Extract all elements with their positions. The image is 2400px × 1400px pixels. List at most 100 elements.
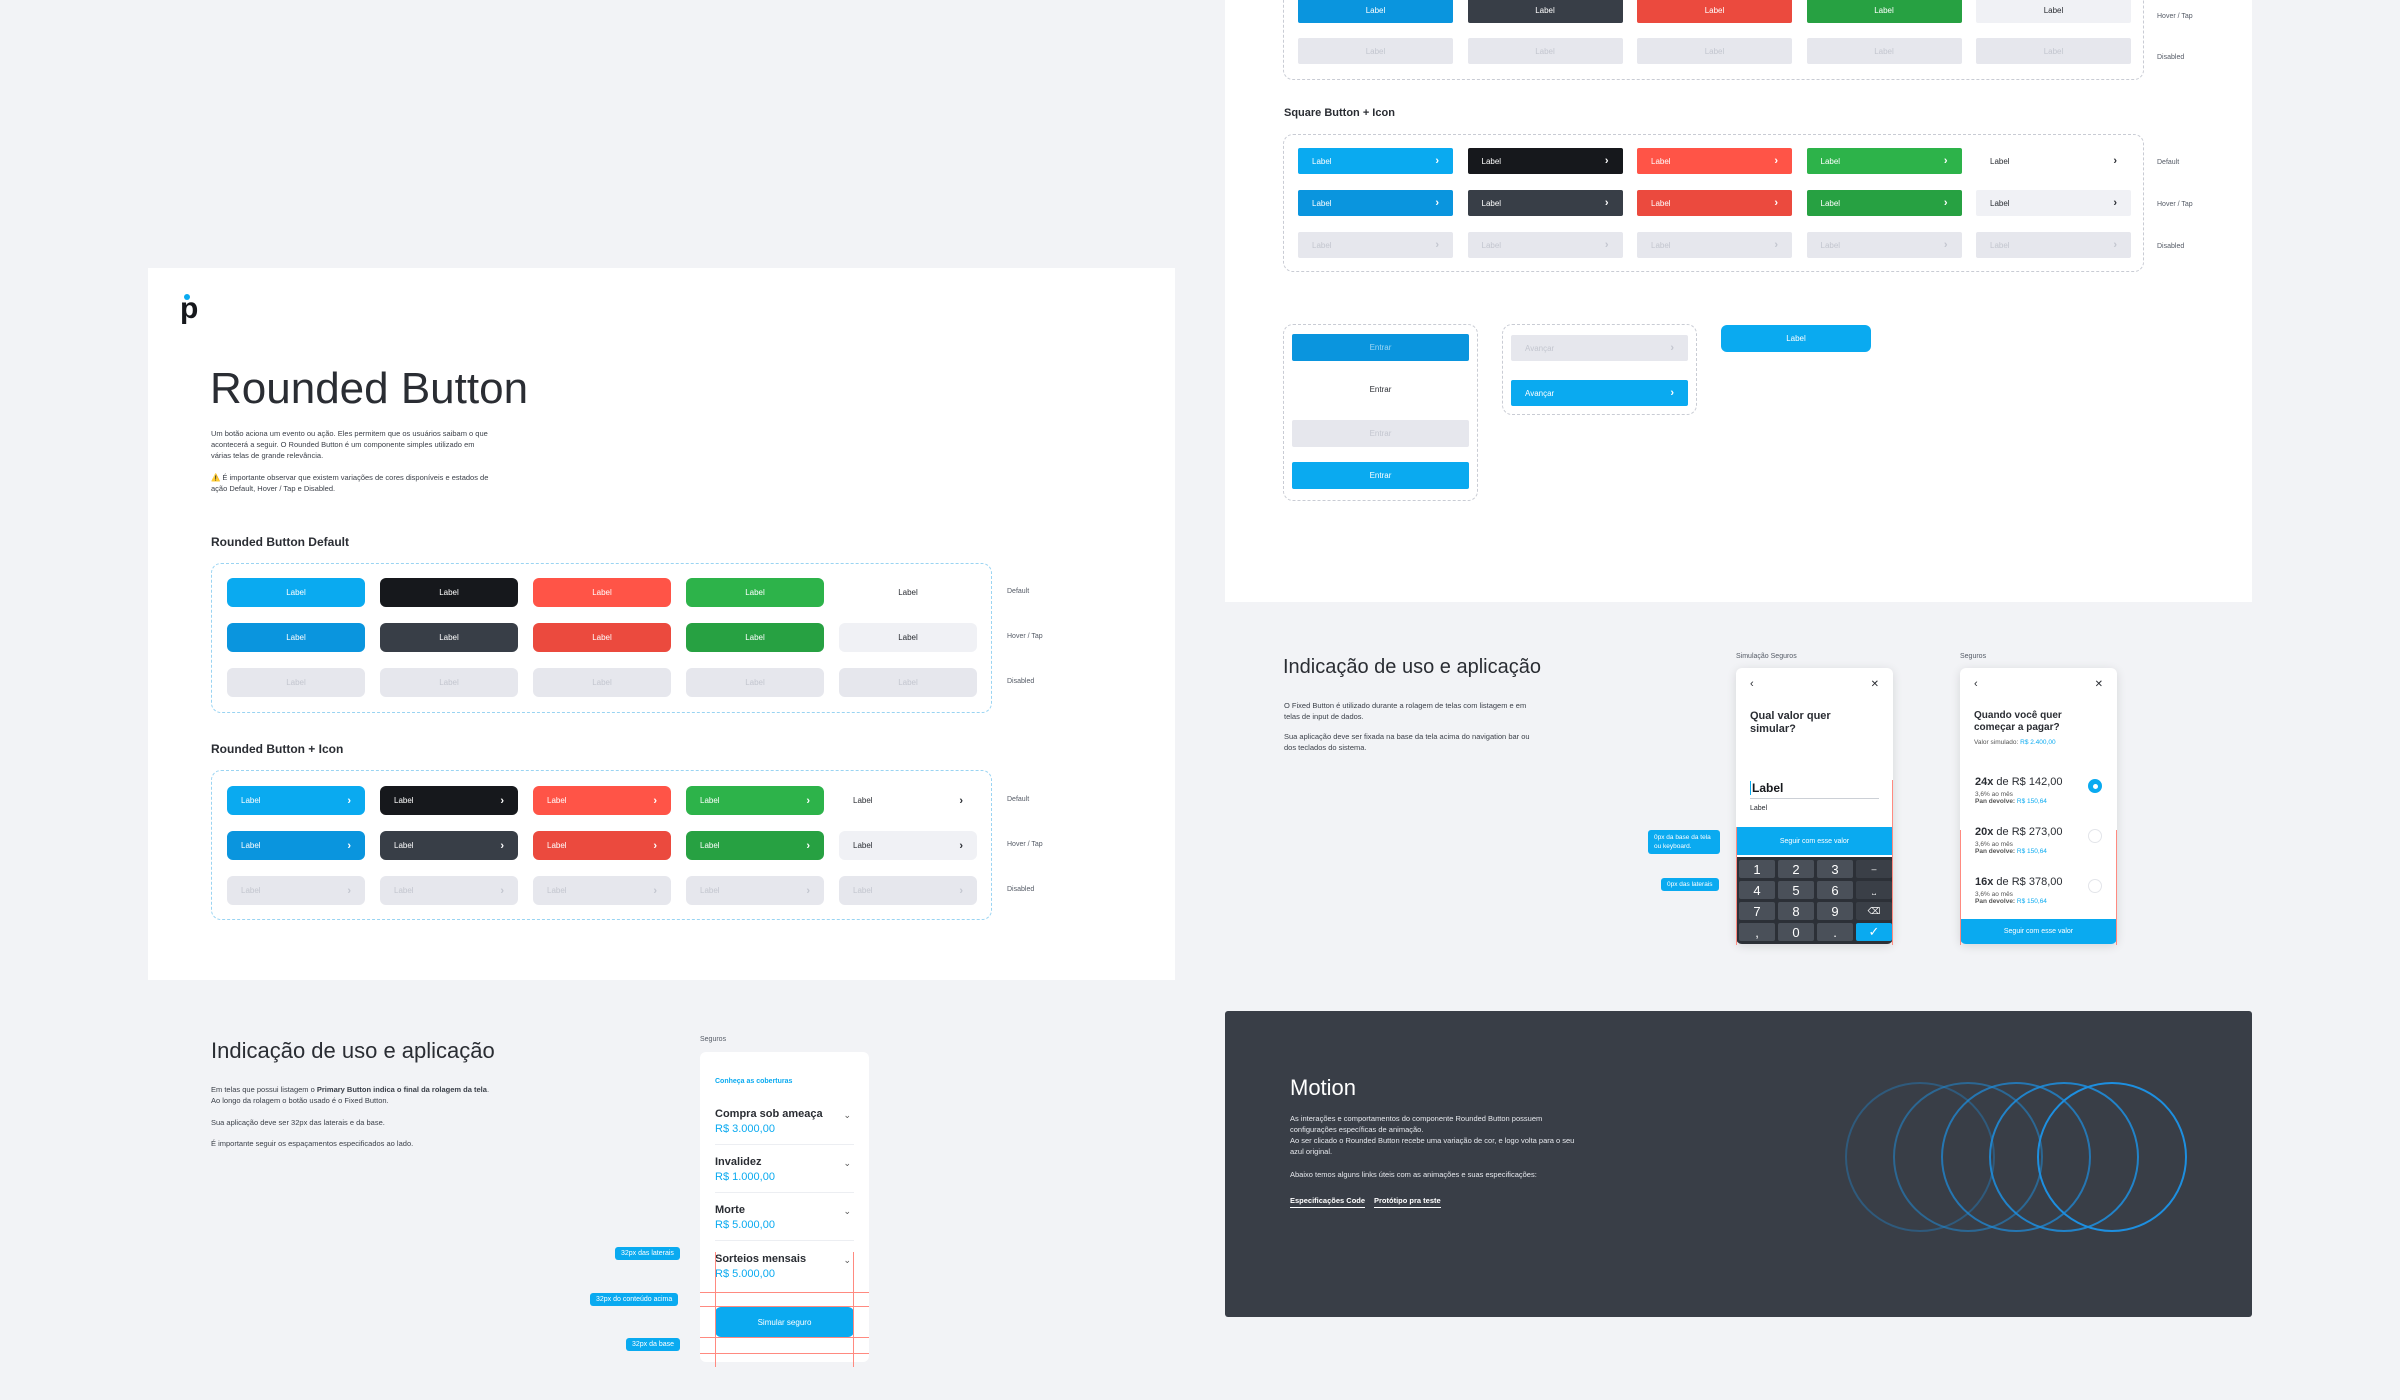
rounded-icon-button[interactable]: Label ›	[533, 786, 671, 815]
rounded-icon-button[interactable]: Label ›	[227, 831, 365, 860]
square-button[interactable]: Label	[1637, 0, 1792, 23]
radio[interactable]	[2088, 829, 2102, 843]
rounded-icon-button[interactable]: Label ›	[686, 831, 824, 860]
rounded-icon-button[interactable]: Label ›	[839, 786, 977, 815]
close-icon[interactable]: ✕	[1870, 679, 1879, 690]
square-icon-button[interactable]: Label ›	[1467, 190, 1623, 216]
coverage-link[interactable]: Conheça as coberturas	[715, 1078, 793, 1085]
keyboard-key[interactable]: 3	[1817, 860, 1853, 878]
coverage-item[interactable]: Morte R$ 5.000,00 ⌄	[715, 1204, 851, 1231]
keyboard-key[interactable]: –	[1856, 860, 1892, 878]
rounded-icon-button[interactable]: Label ›	[380, 786, 518, 815]
chevron-right-icon: ›	[1435, 155, 1439, 167]
rounded-icon-button[interactable]: Label ›	[533, 831, 671, 860]
button-label: Label	[745, 678, 765, 687]
square-icon-button[interactable]: Label ›	[1467, 148, 1623, 174]
rounded-icon-button[interactable]: Label ›	[686, 786, 824, 815]
keyboard-key[interactable]: 4	[1739, 881, 1775, 899]
keyboard-key[interactable]: 5	[1778, 881, 1814, 899]
button-label: Label	[1651, 240, 1671, 250]
rounded-button[interactable]: Label	[380, 578, 518, 607]
code-spec-link[interactable]: Especificações Code	[1290, 1196, 1366, 1208]
label-button-demo[interactable]: Label	[1721, 325, 1871, 352]
chevron-right-icon: ›	[1435, 239, 1439, 251]
entrar-button-default[interactable]: Entrar	[1292, 376, 1469, 403]
back-icon[interactable]: ‹	[1750, 678, 1754, 690]
motion-circle	[2037, 1082, 2187, 1232]
chevron-right-icon: ›	[500, 839, 504, 852]
avancar-button[interactable]: Avançar ›	[1511, 380, 1688, 406]
square-icon-button[interactable]: Label ›	[1806, 190, 1962, 216]
keyboard-key[interactable]: ,	[1739, 923, 1775, 941]
coverage-item[interactable]: Compra sob ameaça R$ 3.000,00 ⌄	[715, 1108, 851, 1135]
close-icon[interactable]: ✕	[2094, 679, 2103, 690]
rounded-button[interactable]: Label	[686, 578, 824, 607]
button-label: Label	[853, 841, 873, 850]
rounded-button[interactable]: Label	[533, 623, 671, 652]
button-label: Label	[898, 633, 918, 642]
payment-option[interactable]: 20x de R$ 273,00 3,6% ao mês Pan devolve…	[1975, 826, 2102, 855]
payment-option[interactable]: 16x de R$ 378,00 3,6% ao mês Pan devolve…	[1975, 876, 2102, 905]
rounded-button[interactable]: Label	[839, 623, 977, 652]
rounded-icon-button: Label ›	[839, 876, 977, 905]
rounded-button[interactable]: Label	[686, 623, 824, 652]
continue-button[interactable]: Seguir com esse valor	[1736, 827, 1893, 855]
prototype-link[interactable]: Protótipo pra teste	[1374, 1196, 1441, 1208]
chevron-right-icon: ›	[1604, 197, 1609, 209]
rounded-icon-button[interactable]: Label ›	[227, 786, 365, 815]
square-icon-button[interactable]: Label ›	[1637, 190, 1792, 216]
keyboard-key[interactable]: 8	[1778, 902, 1814, 920]
keyboard-key[interactable]: 7	[1739, 902, 1775, 920]
keyboard-key[interactable]: ⌫	[1856, 902, 1892, 920]
rounded-button[interactable]: Label	[380, 623, 518, 652]
payment-option[interactable]: 24x de R$ 142,00 3,6% ao mês Pan devolve…	[1975, 776, 2102, 805]
button-label: Label	[241, 796, 261, 805]
square-icon-button[interactable]: Label ›	[1637, 148, 1792, 174]
square-button[interactable]: Label	[1806, 0, 1962, 23]
square-button[interactable]: Label	[1976, 0, 2131, 23]
keyboard-key[interactable]: 9	[1817, 902, 1853, 920]
square-icon-button: Label ›	[1467, 232, 1623, 258]
square-icon-button: Label ›	[1298, 232, 1453, 258]
keyboard-key[interactable]: .	[1817, 923, 1853, 941]
radio[interactable]	[2088, 879, 2102, 893]
entrar-button-primary[interactable]: Entrar	[1292, 462, 1469, 489]
keyboard-key[interactable]: 6	[1817, 881, 1853, 899]
keyboard-key[interactable]: 2	[1778, 860, 1814, 878]
value-input[interactable]: Label	[1750, 781, 1784, 795]
square-icon-button[interactable]: Label ›	[1298, 190, 1453, 216]
square-button[interactable]: Label	[1467, 0, 1623, 23]
coverage-item[interactable]: Sorteios mensais R$ 5.000,00 ⌄	[715, 1253, 851, 1280]
keyboard-key[interactable]: ✓	[1856, 923, 1892, 941]
keyboard-key[interactable]: ⎵	[1856, 881, 1892, 899]
continue-button[interactable]: Seguir com esse valor	[1960, 919, 2117, 944]
simulate-button[interactable]: Simular seguro	[715, 1307, 854, 1337]
button-label: Label	[1365, 46, 1386, 56]
square-icon-button[interactable]: Label ›	[1976, 190, 2131, 216]
rounded-icon-button[interactable]: Label ›	[839, 831, 977, 860]
square-icon-button[interactable]: Label ›	[1298, 148, 1453, 174]
chevron-right-icon: ›	[1435, 197, 1439, 209]
state-label: Hover / Tap	[2157, 201, 2193, 208]
rounded-icon-button[interactable]: Label ›	[380, 831, 518, 860]
rounded-button[interactable]: Label	[839, 578, 977, 607]
screen-label: Seguros	[1960, 653, 1987, 660]
keyboard-key[interactable]: 0	[1778, 923, 1814, 941]
radio-selected[interactable]	[2088, 779, 2102, 793]
rounded-button[interactable]: Label	[227, 623, 365, 652]
button-label: Label	[1312, 198, 1332, 208]
coverage-item[interactable]: Invalidez R$ 1.000,00 ⌄	[715, 1156, 851, 1183]
back-icon[interactable]: ‹	[1974, 678, 1978, 690]
square-icon-button[interactable]: Label ›	[1976, 148, 2131, 174]
chevron-right-icon: ›	[959, 839, 963, 852]
rounded-button[interactable]: Label	[227, 578, 365, 607]
square-icon-button[interactable]: Label ›	[1806, 148, 1962, 174]
button-label: Label	[592, 588, 612, 597]
entrar-button-hover[interactable]: Entrar	[1292, 334, 1469, 361]
state-label: Hover / Tap	[1007, 633, 1043, 640]
usage-text-1: Em telas que possui listagem o Primary B…	[211, 1085, 490, 1105]
rounded-button[interactable]: Label	[533, 578, 671, 607]
square-button[interactable]: Label	[1298, 0, 1453, 23]
button-label: Label	[439, 633, 459, 642]
keyboard-key[interactable]: 1	[1739, 860, 1775, 878]
